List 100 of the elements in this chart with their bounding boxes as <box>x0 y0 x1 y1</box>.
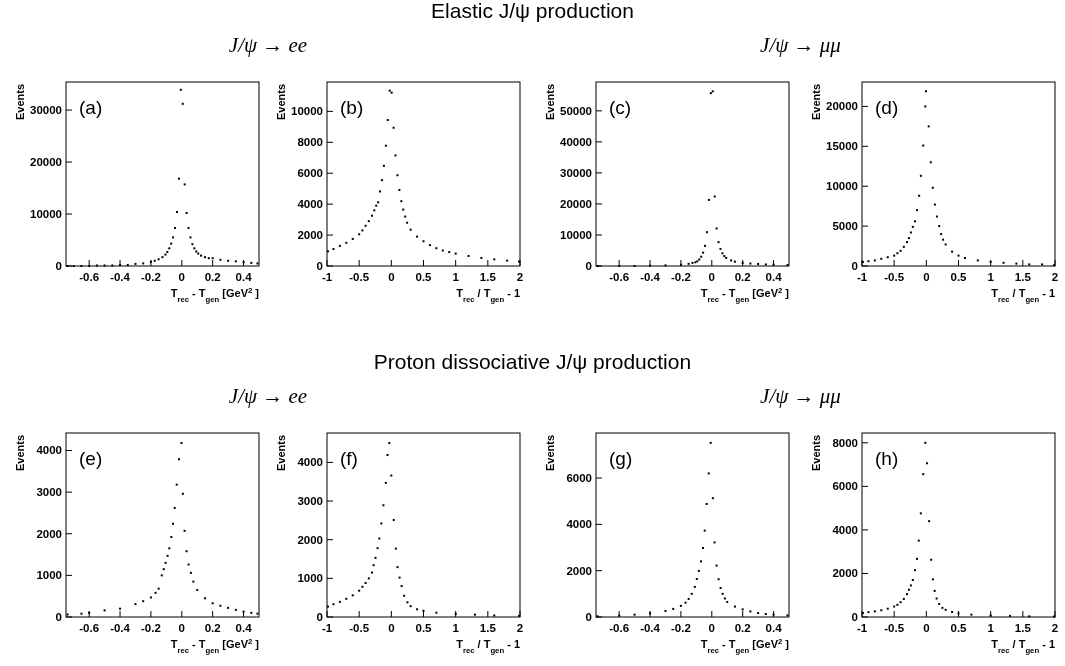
point <box>944 243 947 246</box>
point <box>723 597 726 600</box>
x-tick-label: 0.4 <box>765 271 783 283</box>
point <box>913 569 916 572</box>
y-tick-label: 10000 <box>560 228 592 241</box>
point <box>338 244 341 247</box>
x-tick-label: 0.5 <box>415 622 433 634</box>
point <box>373 209 376 212</box>
point <box>193 247 196 250</box>
point <box>690 592 693 595</box>
point <box>709 441 712 444</box>
y-tick-label: 50000 <box>560 104 592 117</box>
point <box>66 613 69 616</box>
y-tick-label: 0 <box>55 611 62 623</box>
y-tick-label: 40000 <box>560 135 592 148</box>
x-tick-label: 0 <box>708 271 715 283</box>
point <box>687 262 690 265</box>
point <box>867 260 870 263</box>
y-tick-label: 0 <box>316 260 323 272</box>
point <box>173 506 176 509</box>
y-tick-label: 2000 <box>36 527 62 540</box>
x-axis-title: T$_{rec}$ - T$_{gen}$ [GeV$^{2}$] <box>700 285 790 304</box>
point <box>367 220 370 223</box>
point <box>219 258 222 261</box>
x-tick-label: 0.4 <box>235 271 253 283</box>
point <box>918 194 921 197</box>
point <box>256 262 259 265</box>
point <box>392 126 395 129</box>
point <box>95 264 98 267</box>
point <box>699 560 702 563</box>
point <box>896 603 899 606</box>
point <box>379 190 382 193</box>
point <box>764 612 767 615</box>
x-tick-label: 0.4 <box>235 622 253 634</box>
point <box>938 602 941 605</box>
y-tick-label: 15000 <box>826 140 858 153</box>
point <box>518 260 521 263</box>
point <box>386 454 389 457</box>
point <box>893 605 896 608</box>
annotation: (f) <box>340 448 358 469</box>
point <box>928 520 931 523</box>
x-tick-label: -0.2 <box>141 271 161 283</box>
point <box>1053 615 1056 618</box>
point <box>664 609 667 612</box>
point <box>80 612 83 615</box>
point <box>381 179 384 182</box>
point <box>713 195 716 198</box>
point <box>157 587 160 590</box>
point <box>435 247 438 250</box>
point <box>166 554 169 557</box>
point <box>174 227 177 230</box>
annotation: (a) <box>79 97 103 118</box>
x-axis-title: T$_{rec}$ / T$_{gen}$ - 1 <box>991 638 1055 655</box>
annotation: (b) <box>340 97 364 118</box>
y-axis-title: Events <box>14 84 27 121</box>
point <box>384 144 387 147</box>
x-tick-label: 2 <box>1051 271 1059 283</box>
point <box>719 587 722 590</box>
point <box>926 462 929 465</box>
point <box>931 186 934 189</box>
point <box>416 235 419 238</box>
point <box>416 608 419 611</box>
point <box>203 597 206 600</box>
x-tick-label: -0.4 <box>110 622 131 634</box>
point <box>175 210 178 213</box>
x-tick-label: 0.5 <box>950 622 968 634</box>
x-tick-label: -0.6 <box>609 622 630 634</box>
point <box>772 263 775 266</box>
point <box>166 250 169 253</box>
annotation: (h) <box>875 448 899 469</box>
point <box>351 237 354 240</box>
point <box>922 144 925 147</box>
point <box>227 259 230 262</box>
point <box>376 547 379 550</box>
point <box>679 263 682 266</box>
y-tick-label: 20000 <box>826 100 858 113</box>
point <box>250 611 253 614</box>
point <box>493 614 496 617</box>
y-tick-label: 0 <box>316 611 323 623</box>
x-tick-label: 0 <box>708 622 715 634</box>
point <box>390 474 393 477</box>
point <box>332 603 335 606</box>
point <box>786 614 789 617</box>
point <box>394 154 397 157</box>
point <box>400 585 403 588</box>
point <box>183 529 186 532</box>
y-tick-label: 3000 <box>36 486 62 499</box>
y-tick-label: 30000 <box>30 104 62 117</box>
point <box>902 245 905 248</box>
point <box>422 240 425 243</box>
x-tick-label: 0 <box>178 271 185 283</box>
point <box>899 249 902 252</box>
point <box>707 198 710 201</box>
x-tick-label: -0.5 <box>349 271 370 283</box>
x-tick-label: -0.4 <box>110 271 131 283</box>
point <box>177 177 180 180</box>
y-tick-label: 0 <box>585 611 592 623</box>
point <box>256 612 259 615</box>
point <box>914 220 917 223</box>
point <box>358 589 361 592</box>
